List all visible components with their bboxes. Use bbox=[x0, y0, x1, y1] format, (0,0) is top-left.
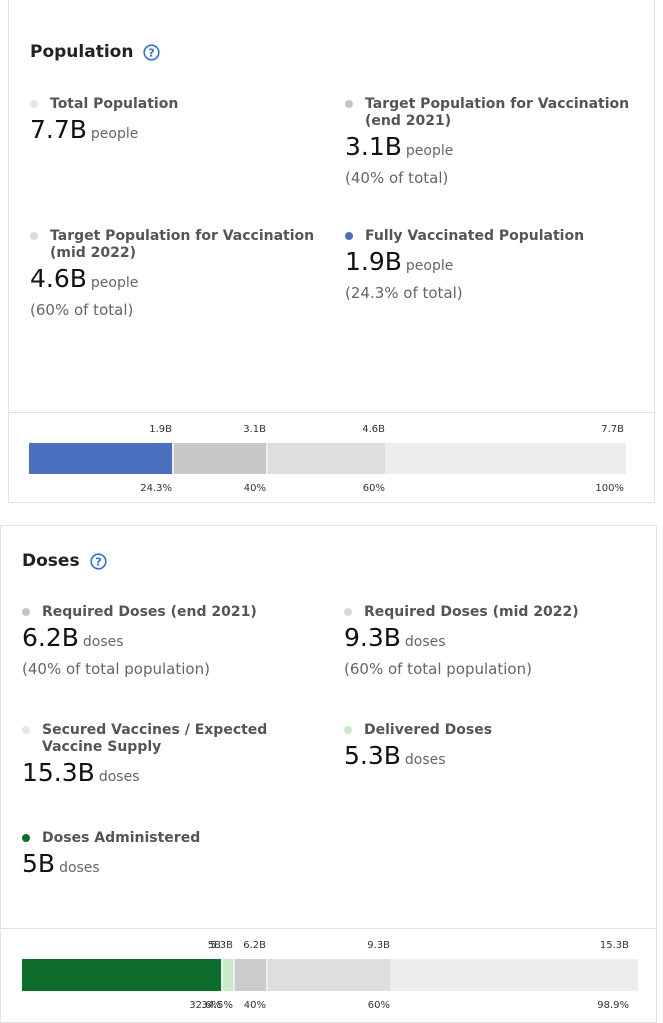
doses-title-text: Doses bbox=[22, 551, 80, 571]
doses-bar-segment-1 bbox=[223, 959, 233, 991]
stat-label: Required Doses (mid 2022) bbox=[364, 604, 579, 620]
help-circle-icon[interactable]: ? bbox=[89, 552, 107, 570]
population-bar-top-label: 4.6B bbox=[362, 424, 385, 435]
legend-dot bbox=[344, 608, 352, 616]
stat-secured-vaccines: Secured Vaccines / Expected Vaccine Supp… bbox=[22, 722, 287, 787]
stat-subtext: (60% of total) bbox=[30, 301, 134, 319]
stat-label: Required Doses (end 2021) bbox=[42, 604, 257, 620]
legend-dot bbox=[30, 232, 38, 240]
doses-bar-segment-3 bbox=[268, 959, 390, 991]
stat-total-population: Total Population 7.7B people bbox=[30, 96, 330, 144]
stat-value: 7.7B bbox=[30, 115, 87, 144]
doses-bar-bottom-label: 98.9% bbox=[597, 1000, 629, 1011]
doses-bar-top-label: 5B bbox=[207, 940, 221, 951]
population-bar-top-label: 7.7B bbox=[601, 424, 624, 435]
svg-text:?: ? bbox=[149, 46, 155, 59]
population-title-text: Population bbox=[30, 42, 134, 62]
stat-required-end-2021: Required Doses (end 2021) 6.2B doses (40%… bbox=[22, 604, 332, 678]
doses-bar-segment-4 bbox=[392, 959, 631, 991]
stat-subtext: (24.3% of total) bbox=[345, 284, 463, 302]
population-bar-segment-3 bbox=[387, 443, 626, 474]
legend-dot bbox=[22, 834, 30, 842]
doses-progress-bar bbox=[22, 959, 638, 991]
doses-bar-top-label: 6.2B bbox=[243, 940, 266, 951]
legend-dot bbox=[345, 100, 353, 108]
population-bar-top-label: 3.1B bbox=[243, 424, 266, 435]
doses-bar-segment-2 bbox=[235, 959, 266, 991]
stat-value: 1.9B bbox=[345, 247, 402, 276]
stat-unit: people bbox=[405, 143, 454, 159]
stat-subtext: (60% of total population) bbox=[344, 660, 532, 678]
population-bar-segment-0 bbox=[29, 443, 172, 474]
population-bar-bottom-label: 40% bbox=[243, 483, 266, 494]
doses-bar-segment-0 bbox=[22, 959, 221, 991]
doses-bar-bottom-label: 32.6% bbox=[189, 1000, 221, 1011]
legend-dot bbox=[22, 726, 30, 734]
stat-value: 4.6B bbox=[30, 264, 87, 293]
stat-value: 9.3B bbox=[344, 623, 401, 652]
stat-doses-administered: Doses Administered 5B doses bbox=[22, 830, 332, 878]
stat-unit: doses bbox=[59, 860, 100, 876]
doses-bar-bottom-label: 60% bbox=[367, 1000, 390, 1011]
stat-subtext: (40% of total) bbox=[345, 169, 449, 187]
stat-label: Doses Administered bbox=[42, 830, 201, 846]
stat-label: Total Population bbox=[50, 96, 179, 112]
stat-required-mid-2022: Required Doses (mid 2022) 9.3B doses (60%… bbox=[344, 604, 644, 678]
help-circle-icon[interactable]: ? bbox=[143, 43, 161, 61]
legend-dot bbox=[22, 608, 30, 616]
population-bar-segment-1 bbox=[174, 443, 266, 474]
stat-unit: people bbox=[90, 126, 139, 142]
stat-delivered-doses: Delivered Doses 5.3B doses bbox=[344, 722, 644, 770]
stat-value: 6.2B bbox=[22, 623, 79, 652]
legend-dot bbox=[345, 232, 353, 240]
legend-dot bbox=[344, 726, 352, 734]
doses-bar-top-label: 5.3B bbox=[210, 940, 233, 951]
doses-title: Doses ? bbox=[22, 551, 107, 571]
stat-target-mid-2022: Target Population for Vaccination (mid 2… bbox=[30, 228, 320, 319]
population-progress-footer: 1.9B 3.1B 4.6B 7.7B 24.3% 40% 60% 100% bbox=[9, 412, 654, 503]
legend-dot bbox=[30, 100, 38, 108]
stat-unit: doses bbox=[98, 769, 140, 785]
svg-text:?: ? bbox=[95, 555, 101, 568]
population-bar-top-label: 1.9B bbox=[149, 424, 172, 435]
population-progress-bar bbox=[29, 443, 626, 474]
stat-label: Secured Vaccines / Expected Vaccine Supp… bbox=[42, 722, 268, 755]
doses-bar-top-label: 9.3B bbox=[367, 940, 390, 951]
population-bar-bottom-label: 100% bbox=[595, 483, 624, 494]
stat-value: 5B bbox=[22, 849, 56, 878]
stat-fully-vaccinated: Fully Vaccinated Population 1.9B people (… bbox=[345, 228, 635, 302]
stat-unit: doses bbox=[82, 634, 124, 650]
stat-unit: people bbox=[90, 275, 139, 291]
stat-subtext: (40% of total population) bbox=[22, 660, 210, 678]
population-card: Population ? Total Population 7.7B people… bbox=[8, 0, 655, 503]
doses-bar-bottom-label: 40% bbox=[243, 1000, 266, 1011]
stat-unit: people bbox=[405, 258, 454, 274]
doses-bar-bottom-label: 34.5% bbox=[201, 1000, 233, 1011]
stat-label: Delivered Doses bbox=[364, 722, 493, 738]
doses-progress-footer: 5B 5.3B 6.2B 9.3B 15.3B 32.6% 34.5% 40% 60% 98.9… bbox=[1, 928, 656, 1023]
stat-value: 15.3B bbox=[22, 758, 95, 787]
population-bar-segment-2 bbox=[268, 443, 385, 474]
population-bar-bottom-label: 24.3% bbox=[140, 483, 172, 494]
stat-target-end-2021: Target Population for Vaccination (end 2… bbox=[345, 96, 635, 187]
stat-label: Target Population for Vaccination (end 2… bbox=[365, 96, 630, 129]
stat-unit: doses bbox=[404, 634, 446, 650]
stat-value: 5.3B bbox=[344, 741, 401, 770]
stat-label: Fully Vaccinated Population bbox=[365, 228, 585, 244]
population-title: Population ? bbox=[30, 42, 161, 62]
stat-label: Target Population for Vaccination (mid 2… bbox=[50, 228, 315, 261]
doses-card: Doses ? Required Doses (end 2021) 6.2B do… bbox=[0, 525, 657, 1023]
population-bar-bottom-label: 60% bbox=[362, 483, 385, 494]
doses-bar-top-label: 15.3B bbox=[599, 940, 629, 951]
stat-unit: doses bbox=[404, 752, 446, 768]
stat-value: 3.1B bbox=[345, 132, 402, 161]
